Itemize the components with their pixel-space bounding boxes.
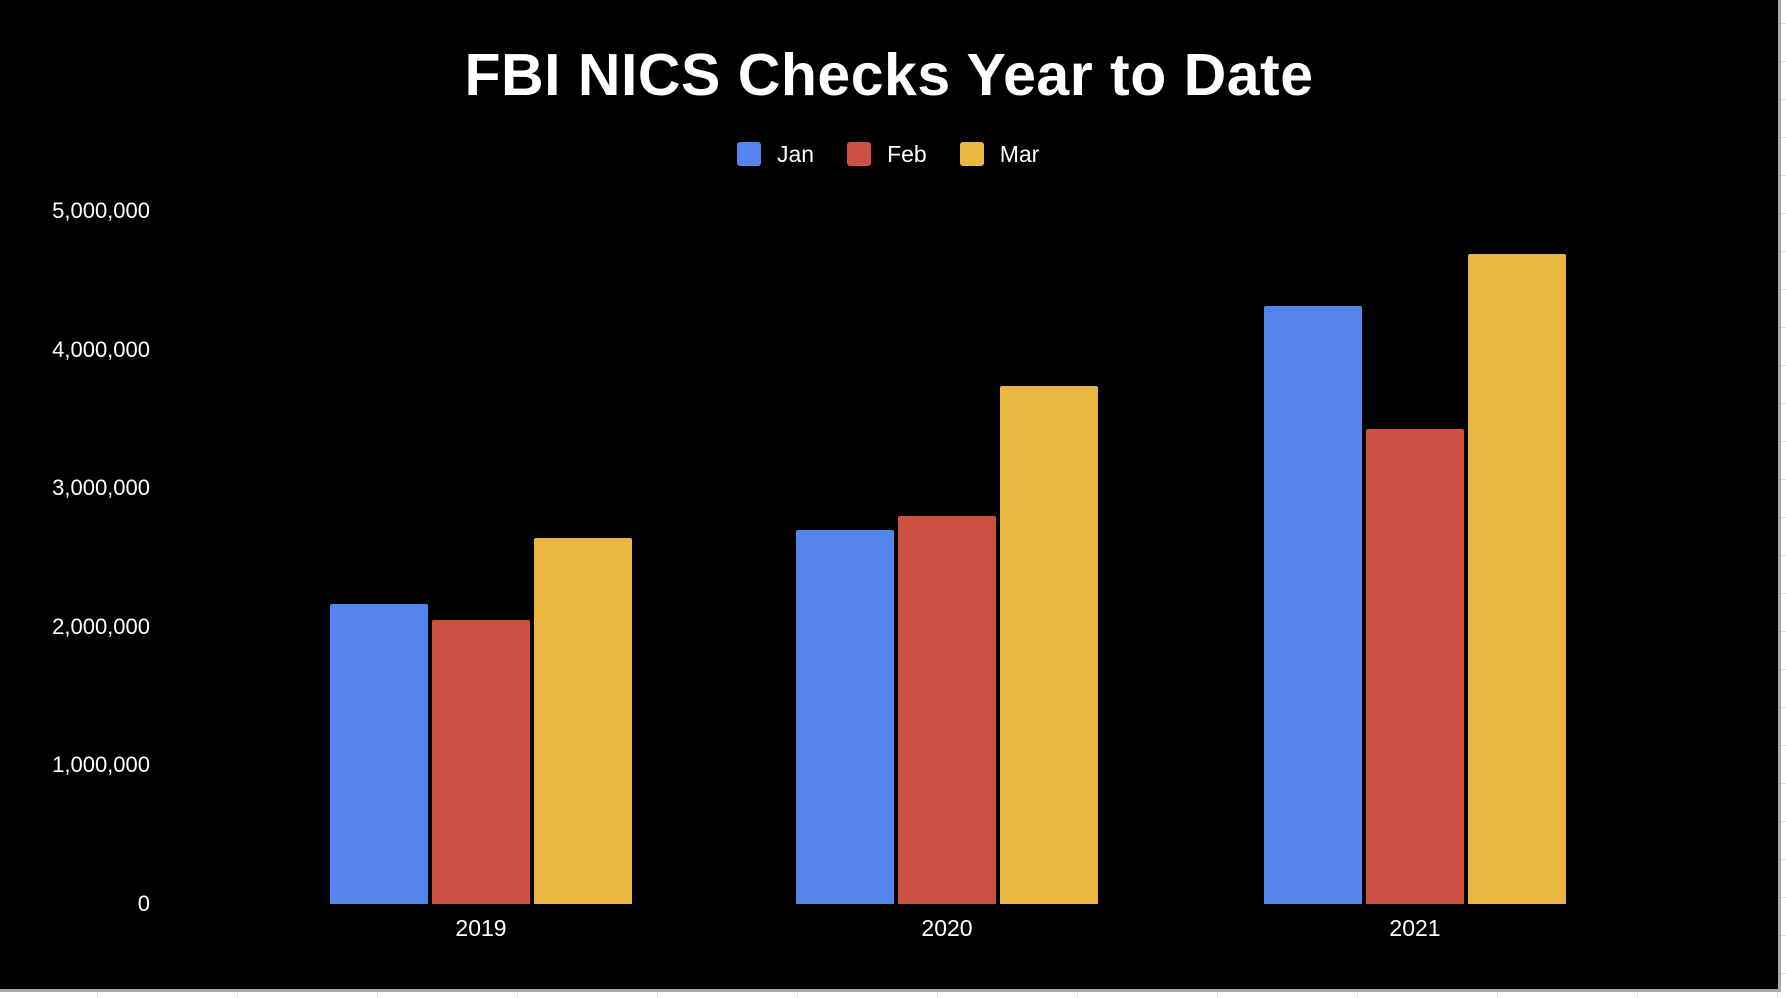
- bar-2019-feb[interactable]: [432, 620, 530, 904]
- bar-2019-jan[interactable]: [330, 604, 428, 904]
- x-axis-tick: 2020: [921, 915, 973, 941]
- y-axis-tick: 3,000,000: [52, 475, 150, 500]
- bar-2020-jan[interactable]: [796, 530, 894, 904]
- bar-2020-mar[interactable]: [1000, 386, 1098, 904]
- x-axis-tick: 2021: [1389, 915, 1441, 941]
- legend-item-jan[interactable]: Jan: [737, 141, 814, 168]
- legend-swatch-jan: [737, 142, 761, 166]
- legend-label: Mar: [999, 140, 1040, 167]
- chart-title: FBI NICS Checks Year to Date: [464, 42, 1314, 108]
- y-axis-tick: 5,000,000: [52, 198, 150, 223]
- legend-swatch-mar: [959, 142, 984, 166]
- y-axis-tick: 4,000,000: [52, 337, 150, 362]
- bar-2021-jan[interactable]: [1264, 305, 1362, 904]
- chart-legend: Jan Feb Mar: [737, 140, 1072, 168]
- y-axis-tick: 0: [137, 891, 150, 916]
- y-axis-tick: 1,000,000: [52, 752, 150, 777]
- legend-label: Feb: [887, 140, 927, 167]
- y-axis-tick: 2,000,000: [52, 614, 150, 639]
- bar-2021-mar[interactable]: [1468, 254, 1566, 904]
- bar-2020-feb[interactable]: [898, 516, 996, 904]
- legend-label: Jan: [777, 140, 815, 167]
- bar-2021-feb[interactable]: [1366, 428, 1464, 904]
- bar-2019-mar[interactable]: [534, 538, 632, 904]
- legend-item-mar[interactable]: Mar: [959, 140, 1040, 168]
- legend-item-feb[interactable]: Feb: [847, 141, 927, 168]
- x-axis-tick: 2019: [455, 915, 507, 941]
- legend-swatch-feb: [847, 142, 872, 166]
